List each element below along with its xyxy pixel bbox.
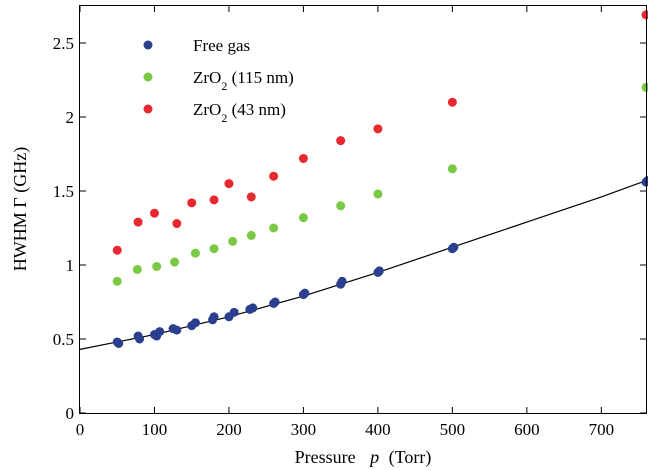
x-tick-label: 500 bbox=[440, 420, 466, 439]
data-point bbox=[447, 97, 457, 107]
data-point bbox=[336, 201, 346, 211]
data-point bbox=[135, 334, 145, 344]
x-axis-label: Pressure p (Torr) bbox=[295, 447, 432, 468]
x-axis-ticks: 0 100 200 300 400 500 600 700 bbox=[76, 6, 614, 439]
data-point bbox=[337, 276, 347, 286]
data-point bbox=[246, 230, 256, 240]
x-axis-label-symbol: p bbox=[368, 447, 379, 467]
legend-marker bbox=[143, 72, 153, 82]
data-point bbox=[300, 288, 310, 298]
data-point bbox=[149, 208, 159, 218]
data-point bbox=[170, 257, 180, 267]
data-point bbox=[269, 223, 279, 233]
data-point bbox=[298, 153, 308, 163]
data-point bbox=[112, 245, 122, 255]
data-point bbox=[132, 264, 142, 274]
y-tick-label: 0.5 bbox=[53, 330, 74, 349]
legend: Free gas ZrO2 (115 nm) ZrO2 (43 nm) bbox=[143, 36, 294, 125]
data-point bbox=[336, 136, 346, 146]
y-tick-label: 2 bbox=[66, 108, 75, 127]
data-point bbox=[246, 192, 256, 202]
x-tick-label: 300 bbox=[291, 420, 317, 439]
x-axis-label-unit: (Torr) bbox=[389, 447, 432, 468]
data-point bbox=[248, 303, 258, 313]
plot-frame bbox=[79, 5, 647, 414]
data-point bbox=[447, 164, 457, 174]
legend-label: Free gas bbox=[193, 36, 250, 55]
data-point bbox=[187, 198, 197, 208]
y-tick-label: 1 bbox=[66, 256, 75, 275]
data-point bbox=[133, 217, 143, 227]
data-point bbox=[209, 244, 219, 254]
data-point bbox=[449, 242, 459, 252]
series-1 bbox=[112, 176, 648, 348]
data-point bbox=[224, 179, 234, 189]
legend-label: ZrO2 (115 nm) bbox=[193, 68, 294, 93]
data-point bbox=[209, 312, 219, 322]
data-point bbox=[270, 297, 280, 307]
series-2 bbox=[112, 82, 648, 286]
data-point bbox=[172, 325, 182, 335]
x-tick-label: 200 bbox=[216, 420, 242, 439]
data-point bbox=[152, 261, 162, 271]
data-point bbox=[209, 195, 219, 205]
x-axis-label-text: Pressure bbox=[295, 447, 356, 467]
data-point bbox=[228, 236, 238, 246]
y-tick-label: 0 bbox=[66, 404, 75, 423]
y-axis-label: HWHM Γ (GHz) bbox=[10, 147, 31, 271]
data-point bbox=[190, 318, 200, 328]
data-point bbox=[172, 219, 182, 229]
data-point bbox=[190, 248, 200, 258]
data-point bbox=[298, 213, 308, 223]
data-point bbox=[112, 276, 122, 286]
data-point bbox=[373, 189, 383, 199]
data-point bbox=[114, 338, 124, 348]
data-point bbox=[155, 327, 165, 337]
data-point bbox=[269, 171, 279, 181]
y-tick-label: 1.5 bbox=[53, 182, 74, 201]
y-tick-label: 2.5 bbox=[53, 34, 74, 53]
data-point bbox=[373, 124, 383, 134]
x-tick-label: 100 bbox=[142, 420, 168, 439]
legend-marker bbox=[143, 40, 153, 50]
data-point bbox=[374, 266, 384, 276]
x-tick-label: 600 bbox=[514, 420, 540, 439]
data-points-layer bbox=[112, 10, 648, 348]
x-tick-label: 400 bbox=[365, 420, 391, 439]
data-point bbox=[229, 307, 239, 317]
series-3 bbox=[112, 10, 648, 255]
x-tick-label: 0 bbox=[76, 420, 85, 439]
x-tick-label: 700 bbox=[589, 420, 615, 439]
legend-marker bbox=[143, 104, 153, 114]
legend-label: ZrO2 (43 nm) bbox=[193, 100, 286, 125]
y-axis-ticks: 0 0.5 1 1.5 2 2.5 bbox=[53, 34, 646, 423]
